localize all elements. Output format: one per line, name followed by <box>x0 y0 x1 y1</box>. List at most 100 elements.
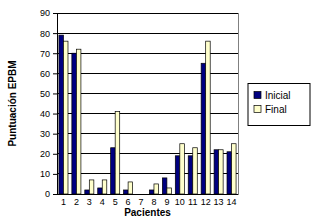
y-tick-label: 90 <box>40 8 50 18</box>
bar <box>214 150 219 194</box>
bar <box>63 41 68 194</box>
y-tick: 0 <box>45 189 57 199</box>
x-tick-label: 14 <box>227 197 237 207</box>
legend-frame <box>248 84 310 126</box>
x-tick-label: 7 <box>139 197 144 207</box>
grid-line <box>57 113 238 114</box>
x-tick-label: 1 <box>61 197 66 207</box>
bar <box>85 190 90 194</box>
bar <box>162 178 167 194</box>
plot: 01020304050607080901234567891011121314 <box>40 8 239 207</box>
legend-swatch <box>254 106 261 113</box>
bar <box>124 190 129 194</box>
grid <box>57 13 238 194</box>
x-tick: 3 <box>87 194 92 207</box>
bar <box>76 49 81 194</box>
x-tick-label: 6 <box>126 197 131 207</box>
bar <box>137 194 142 195</box>
y-tick: 60 <box>40 69 57 79</box>
x-tick-label: 5 <box>113 197 118 207</box>
bar <box>219 150 224 194</box>
legend: Inicial Final <box>248 84 310 126</box>
y-tick-label: 0 <box>45 189 50 199</box>
legend-swatch <box>254 92 261 99</box>
y-tick-label: 60 <box>40 69 50 79</box>
plot-frame <box>238 13 239 194</box>
y-tick-mark <box>53 93 57 94</box>
x-tick-label: 3 <box>87 197 92 207</box>
bar <box>232 144 237 194</box>
x-tick: 14 <box>227 194 237 207</box>
x-tick-label: 2 <box>74 197 79 207</box>
grid-line <box>57 153 238 154</box>
bar <box>193 148 198 194</box>
y-tick-label: 70 <box>40 49 50 59</box>
y-tick: 30 <box>40 129 57 139</box>
y-tick-mark <box>53 194 57 195</box>
x-tick: 1 <box>61 194 66 207</box>
y-tick-label: 40 <box>40 109 50 119</box>
y-tick: 90 <box>40 8 57 18</box>
grid-line <box>57 13 238 14</box>
x-tick-label: 4 <box>100 197 105 207</box>
grid-line <box>57 173 238 174</box>
bar <box>188 156 193 194</box>
y-tick-mark <box>53 13 57 14</box>
y-tick-label: 30 <box>40 129 50 139</box>
x-tick-label: 8 <box>151 197 156 207</box>
x-tick: 8 <box>151 194 156 207</box>
bar <box>154 184 159 194</box>
grid-line <box>57 93 238 94</box>
y-tick-label: 20 <box>40 149 50 159</box>
bar <box>167 188 172 194</box>
x-tick: 2 <box>74 194 79 207</box>
bar <box>227 152 232 194</box>
x-tick: 11 <box>188 194 197 207</box>
y-tick-label: 80 <box>40 28 50 38</box>
y-tick: 80 <box>40 28 57 38</box>
bar <box>206 41 211 194</box>
y-tick: 10 <box>40 169 57 179</box>
grid-line <box>57 73 238 74</box>
y-axis-title: Puntuación EPBM <box>7 60 18 146</box>
x-tick-label: 13 <box>214 197 224 207</box>
x-tick: 13 <box>214 194 224 207</box>
y-tick-mark <box>53 114 57 115</box>
grid-line <box>57 133 238 134</box>
y-tick: 70 <box>40 49 57 59</box>
grid-line <box>57 53 238 54</box>
bar <box>72 53 77 194</box>
x-tick: 9 <box>164 194 169 207</box>
x-tick-label: 12 <box>201 197 211 207</box>
x-tick: 6 <box>126 194 131 207</box>
x-tick-label: 11 <box>188 197 197 207</box>
bar <box>111 148 116 194</box>
chart: 01020304050607080901234567891011121314Pa… <box>0 0 320 221</box>
x-axis-title: Pacientes <box>124 207 171 218</box>
y-tick-mark <box>53 33 57 34</box>
y-axis-line <box>53 14 58 195</box>
x-tick-label: 10 <box>175 197 185 207</box>
x-tick: 10 <box>175 194 185 207</box>
bar <box>128 182 133 194</box>
y-tick-mark <box>53 174 57 175</box>
grid-line <box>57 194 238 195</box>
x-tick: 12 <box>201 194 211 207</box>
bar <box>102 180 107 194</box>
bar <box>180 144 185 194</box>
grid-line <box>57 33 238 34</box>
bars <box>59 35 236 194</box>
y-tick-mark <box>53 154 57 155</box>
y-tick-mark <box>53 134 57 135</box>
y-tick-label: 50 <box>40 89 50 99</box>
legend-label: Final <box>265 104 287 115</box>
legend-label: Inicial <box>265 90 291 101</box>
bar <box>141 194 146 195</box>
bar <box>59 35 64 194</box>
bar <box>175 156 180 194</box>
y-tick: 50 <box>40 89 57 99</box>
y-axis: 0 10 20 30 40 50 60 70 80 90 <box>40 8 58 199</box>
bar <box>89 180 94 194</box>
y-tick: 20 <box>40 149 57 159</box>
y-tick-mark <box>53 73 57 74</box>
